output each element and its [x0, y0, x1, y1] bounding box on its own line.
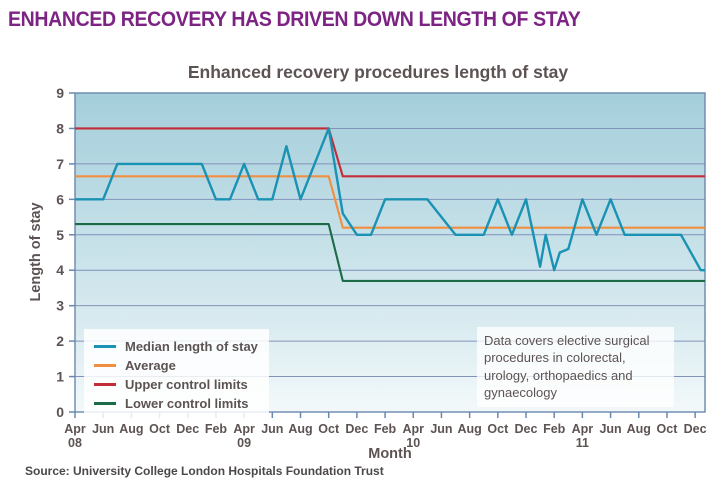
- x-tick-year-label: 08: [68, 436, 82, 450]
- legend-item-average: Average: [94, 356, 258, 375]
- x-tick-label: Feb: [205, 422, 228, 436]
- y-tick-label: 1: [56, 369, 64, 385]
- series-line-upper: [75, 127, 705, 178]
- x-tick-label: Jun: [599, 422, 621, 436]
- y-tick-label: 5: [56, 227, 64, 243]
- x-tick-label: Oct: [487, 422, 509, 436]
- legend-item-median: Median length of stay: [94, 337, 258, 356]
- legend-label: Average: [125, 358, 176, 373]
- legend-swatch-icon: [94, 383, 116, 386]
- y-tick-label: 8: [56, 120, 64, 136]
- x-tick-label: Jun: [92, 422, 114, 436]
- x-tick-label: Dec: [345, 422, 368, 436]
- y-tick-label: 2: [56, 333, 64, 349]
- x-tick-label: Oct: [657, 422, 679, 436]
- y-tick-label: 0: [56, 404, 64, 420]
- y-tick-label: 7: [56, 156, 64, 172]
- y-tick-label: 9: [56, 85, 64, 101]
- legend-label: Lower control limits: [125, 396, 249, 411]
- x-tick-label: Apr: [572, 422, 594, 436]
- x-axis-title: Month: [368, 446, 412, 462]
- x-tick-label: Jun: [261, 422, 283, 436]
- y-tick-label: 6: [56, 191, 64, 207]
- x-tick-label: Feb: [374, 422, 397, 436]
- x-tick-label: Dec: [684, 422, 707, 436]
- series-line-lower: [75, 223, 705, 282]
- x-tick-label: Aug: [288, 422, 312, 436]
- page-title: ENHANCED RECOVERY HAS DRIVEN DOWN LENGTH…: [8, 8, 581, 31]
- x-tick-label: Apr: [402, 422, 424, 436]
- plot-frame: [74, 92, 706, 413]
- x-tick-year-label: 09: [237, 436, 251, 450]
- x-tick-label: Dec: [515, 422, 538, 436]
- x-tick-year-label: 10: [406, 436, 420, 450]
- x-tick-label: Aug: [119, 422, 143, 436]
- x-tick-label: Feb: [543, 422, 566, 436]
- legend-swatch-icon: [94, 402, 116, 405]
- legend: Median length of stay Average Upper contro…: [84, 329, 269, 420]
- legend-label: Median length of stay: [125, 339, 258, 354]
- x-tick-label: Aug: [627, 422, 651, 436]
- x-tick-year-label: 11: [576, 436, 589, 450]
- x-tick-label: Oct: [149, 422, 171, 436]
- source-note: Source: University College London Hospit…: [25, 464, 384, 478]
- legend-item-lower: Lower control limits: [94, 394, 258, 413]
- legend-item-upper: Upper control limits: [94, 375, 258, 394]
- x-tick-label: Apr: [233, 422, 255, 436]
- legend-label: Upper control limits: [125, 377, 248, 392]
- annotation-box: Data covers elective surgical procedures…: [477, 327, 674, 408]
- legend-swatch-icon: [94, 364, 116, 367]
- chart-title: Enhanced recovery procedures length of s…: [187, 62, 569, 82]
- y-tick-label: 3: [56, 298, 64, 314]
- x-tick-label: Aug: [457, 422, 481, 436]
- series-line-median: [75, 127, 705, 272]
- y-tick-label: 4: [56, 262, 64, 278]
- x-tick-label: Apr: [64, 422, 86, 436]
- y-axis-title: Length of stay: [28, 202, 44, 302]
- series-line-average: [75, 175, 705, 229]
- x-tick-label: Dec: [176, 422, 199, 436]
- x-tick-label: Oct: [318, 422, 340, 436]
- x-tick-label: Jun: [430, 422, 452, 436]
- legend-swatch-icon: [94, 345, 116, 348]
